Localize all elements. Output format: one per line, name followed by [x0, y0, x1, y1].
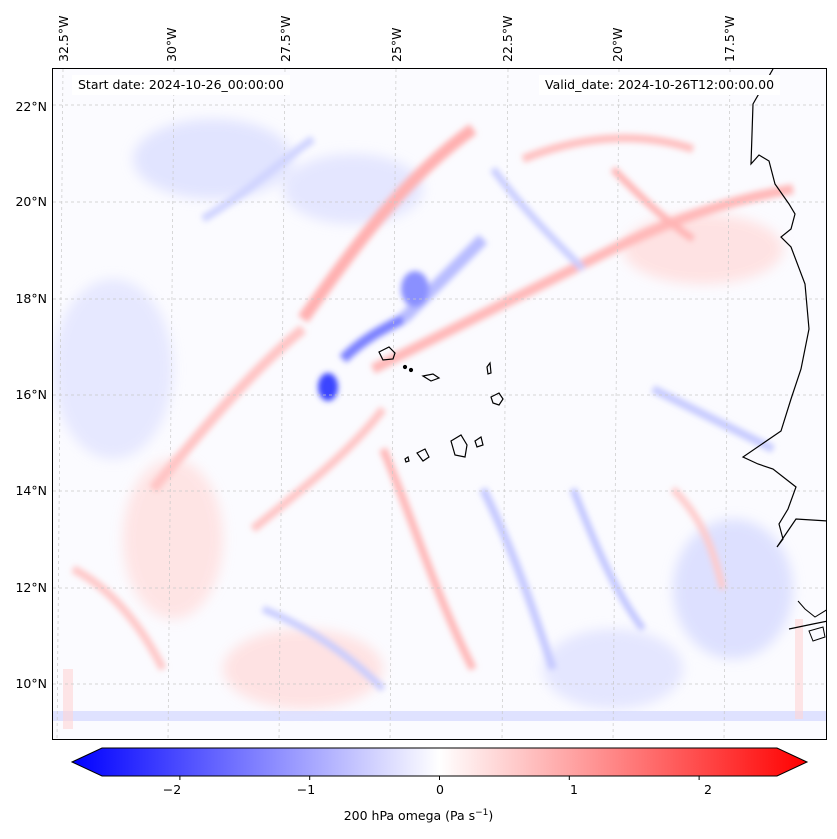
africa-coastline — [741, 69, 826, 548]
valid-date-label: Valid_date: 2024-10-26T12:00:00.00 — [539, 75, 781, 95]
colorbar-tick-label: 1 — [570, 782, 578, 797]
colorbar — [70, 747, 809, 780]
latitude-label-10n: 10°N — [15, 676, 47, 691]
latitude-label-14n: 14°N — [15, 483, 47, 498]
longitude-label-17-5w: 17.5°W — [722, 15, 737, 62]
cape-verde-islands — [378, 346, 504, 463]
latitude-label-18n: 18°N — [15, 291, 47, 306]
latitude-label-12n: 12°N — [15, 580, 47, 595]
longitude-label-30w: 30°W — [164, 27, 179, 62]
longitude-label-25w: 25°W — [389, 27, 404, 62]
longitude-label-32-5w: 32.5°W — [56, 15, 71, 62]
map-panel — [52, 68, 827, 740]
longitude-label-27-5w: 27.5°W — [278, 15, 293, 62]
colorbar-tick-label: −1 — [296, 782, 316, 797]
colorbar-title: 200 hPa omega (Pa s−1) — [343, 808, 494, 824]
latitude-label-16n: 16°N — [15, 387, 47, 402]
colorbar-tick-label: 0 — [436, 782, 444, 797]
latitude-label-22n: 22°N — [15, 99, 47, 114]
start-date-label: Start date: 2024-10-26_00:00:00 — [72, 75, 290, 95]
longitude-label-20w: 20°W — [610, 27, 625, 62]
colorbar-tick-label: 2 — [704, 782, 712, 797]
omega-field — [53, 69, 826, 739]
longitude-label-22-5w: 22.5°W — [500, 15, 515, 62]
colorbar-tick-label: −2 — [162, 782, 182, 797]
colorbar-gradient — [70, 747, 809, 777]
latitude-label-20n: 20°N — [15, 194, 47, 209]
